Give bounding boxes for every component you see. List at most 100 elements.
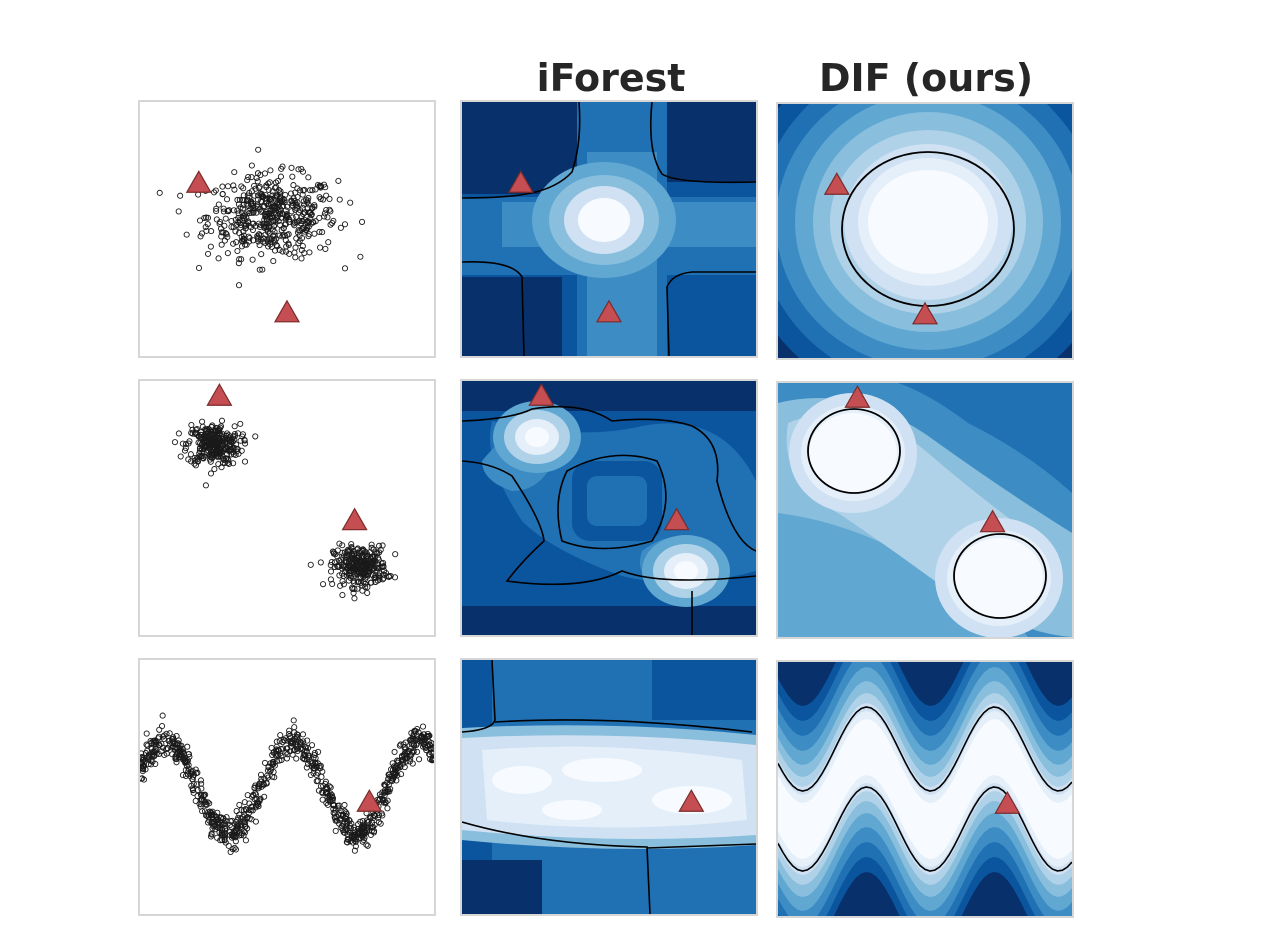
data-point: [303, 764, 310, 771]
contour-line: [646, 843, 756, 849]
score-level: [809, 413, 897, 493]
data-point: [251, 796, 258, 803]
data-point: [269, 188, 276, 195]
data-point: [224, 183, 232, 190]
data-point: [219, 442, 226, 449]
data-point: [256, 242, 263, 249]
data-point: [340, 829, 347, 836]
score-level: [562, 758, 642, 782]
data-point: [279, 163, 286, 170]
data-point: [187, 451, 194, 458]
data-point: [380, 559, 387, 566]
dif-heatmap-row2: [778, 383, 1072, 637]
region-band: [652, 660, 756, 720]
data-point: [232, 846, 239, 853]
data-point: [181, 447, 189, 454]
data-point: [412, 728, 419, 735]
data-point: [274, 177, 281, 185]
data-point: [249, 220, 256, 227]
data-point: [236, 256, 243, 263]
data-point: [313, 778, 320, 785]
contour-line: [462, 460, 756, 586]
data-point: [204, 221, 211, 228]
data-point: [277, 173, 284, 180]
data-point: [358, 218, 366, 225]
data-point: [249, 803, 256, 810]
data-point: [273, 184, 280, 191]
data-point: [250, 209, 257, 216]
data-point: [379, 812, 386, 819]
data-point: [310, 219, 317, 226]
data-point: [206, 445, 213, 452]
data-point: [352, 843, 359, 850]
data-point: [367, 561, 374, 568]
data-point: [248, 224, 255, 231]
data-point: [185, 456, 192, 463]
data-point: [186, 753, 193, 760]
data-point: [218, 831, 225, 838]
data-point: [180, 751, 187, 758]
data-point: [299, 731, 307, 738]
data-point: [244, 177, 251, 184]
data-point: [170, 739, 177, 746]
score-level: [898, 383, 1072, 493]
data-point: [245, 173, 252, 181]
data-point: [241, 458, 249, 465]
data-point: [235, 210, 242, 217]
data-point: [222, 825, 229, 832]
score-level: [955, 538, 1043, 618]
data-point: [261, 170, 269, 177]
data-point: [329, 219, 336, 227]
data-point: [359, 838, 366, 845]
data-point: [215, 440, 222, 447]
data-point: [248, 162, 255, 169]
data-point: [222, 215, 229, 222]
data-point: [276, 246, 283, 254]
data-point: [306, 231, 313, 238]
data-point: [339, 592, 346, 599]
data-point: [332, 827, 339, 834]
data-point: [280, 195, 287, 203]
data-point: [384, 805, 391, 812]
anomaly-marker: [206, 383, 233, 406]
iforest-heatmap-row3: [462, 660, 756, 914]
data-point: [184, 759, 191, 766]
data-point: [279, 233, 286, 240]
contour-line: [778, 786, 1072, 872]
data-point: [263, 779, 270, 786]
data-point: [269, 206, 276, 213]
data-point: [311, 230, 318, 237]
data-point: [318, 773, 325, 780]
data-point: [217, 218, 224, 226]
data-point: [377, 820, 384, 827]
data-point: [299, 243, 306, 250]
data-point: [207, 243, 214, 250]
data-point: [301, 756, 308, 763]
score-level: [674, 561, 698, 581]
data-point: [217, 423, 225, 430]
data-point: [293, 235, 300, 242]
data-point: [224, 250, 231, 257]
panel-row2-dif: [776, 381, 1074, 639]
data-point: [280, 745, 287, 752]
data-point: [330, 809, 337, 816]
data-point: [255, 783, 262, 790]
data-point: [301, 209, 308, 216]
data-point: [198, 431, 205, 438]
data-point: [275, 752, 282, 759]
data-point: [244, 792, 251, 799]
data-point: [238, 256, 245, 263]
data-point: [246, 209, 253, 217]
data-point: [369, 572, 376, 579]
data-point: [210, 823, 217, 830]
data-point: [273, 743, 280, 750]
data-point: [308, 742, 316, 749]
data-point: [255, 799, 262, 806]
data-point: [238, 806, 245, 814]
data-point: [370, 814, 377, 822]
data-point: [240, 832, 247, 839]
data-point: [265, 202, 272, 209]
data-point: [193, 781, 200, 788]
data-point: [283, 203, 291, 210]
data-point: [340, 581, 347, 588]
